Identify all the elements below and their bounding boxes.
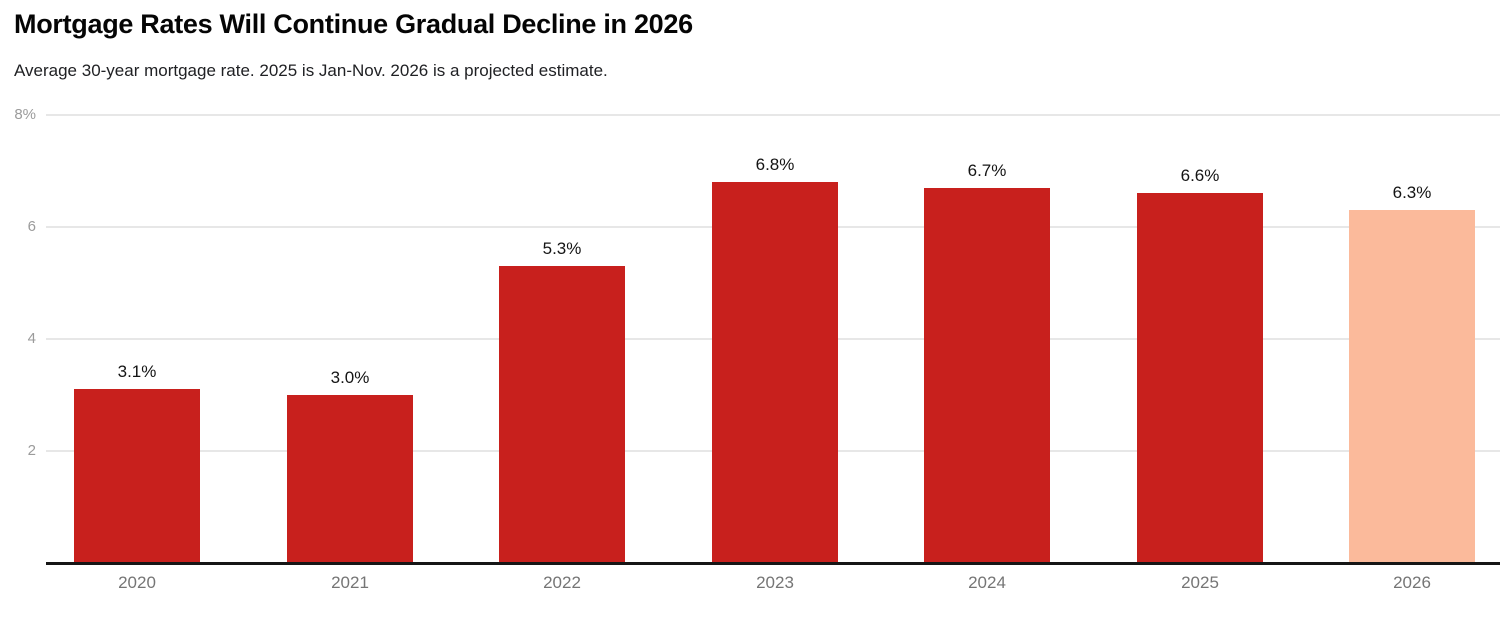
bar-value-label: 6.6%: [1180, 166, 1220, 185]
x-axis-line: [46, 562, 1500, 565]
bar-2022[interactable]: [499, 266, 625, 563]
bar-value-label: 6.8%: [755, 155, 795, 174]
bar-2020[interactable]: [74, 389, 200, 563]
bar-2021[interactable]: [287, 395, 413, 563]
x-axis-tick-label: 2025: [1181, 573, 1219, 592]
gridline: [46, 114, 1500, 116]
bar-value-label: 3.0%: [330, 368, 370, 387]
bar-value-label: 6.3%: [1392, 183, 1432, 202]
x-axis-tick-label: 2024: [968, 573, 1006, 592]
y-axis-tick-label: 6: [27, 218, 36, 235]
x-axis-tick-label: 2022: [543, 573, 581, 592]
x-axis-tick-label: 2026: [1393, 573, 1431, 592]
x-axis-tick-label: 2023: [756, 573, 794, 592]
bar-2024[interactable]: [924, 188, 1050, 563]
bar-value-label: 3.1%: [117, 362, 157, 381]
chart-title: Mortgage Rates Will Continue Gradual Dec…: [14, 9, 693, 39]
y-axis-tick-label: 4: [27, 330, 36, 347]
y-axis-tick-label: 2: [27, 442, 36, 459]
bar-value-label: 6.7%: [967, 161, 1007, 180]
bar-value-label: 5.3%: [542, 239, 582, 258]
x-axis-tick-label: 2020: [118, 573, 156, 592]
chart-subtitle: Average 30-year mortgage rate. 2025 is J…: [14, 61, 608, 80]
bar-2023[interactable]: [712, 182, 838, 563]
x-axis-tick-label: 2021: [331, 573, 369, 592]
y-axis-tick-label: 8%: [14, 106, 36, 123]
bar-2026[interactable]: [1349, 210, 1475, 563]
bar-2025[interactable]: [1137, 193, 1263, 563]
